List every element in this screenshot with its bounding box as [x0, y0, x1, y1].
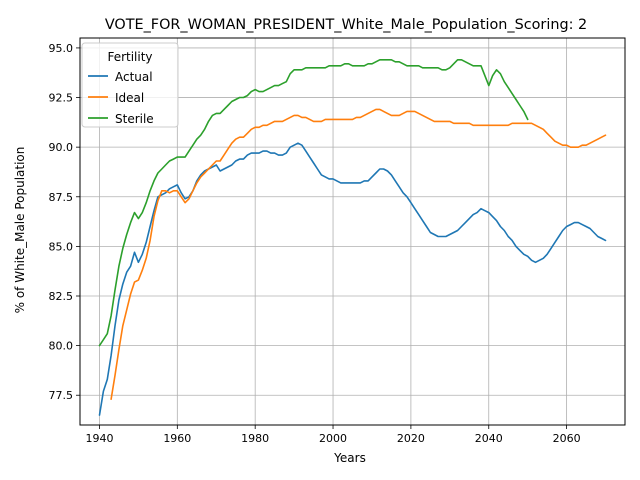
legend-label-ideal: Ideal	[115, 91, 144, 105]
x-tick-label: 2040	[475, 432, 503, 445]
plot-frame	[79, 37, 626, 426]
legend-box	[81, 42, 179, 128]
y-tick-label: 92.5	[49, 92, 74, 105]
legend-label-actual: Actual	[115, 70, 153, 84]
series-line-actual	[98, 142, 607, 416]
series-lines	[98, 59, 607, 416]
legend-title: Fertility	[107, 50, 152, 64]
y-tick-label: 80.0	[49, 340, 74, 353]
chart-title: VOTE_FOR_WOMAN_PRESIDENT_White_Male_Popu…	[105, 17, 587, 33]
y-axis-ticks: 77.5 80.0 82.5 85.0 87.5 90.0 92.5 95.0	[49, 42, 80, 402]
y-tick-label: 95.0	[49, 42, 74, 55]
legend: Fertility Actual Ideal Sterile	[81, 42, 179, 128]
x-tick-label: 1980	[241, 432, 269, 445]
legend-label-sterile: Sterile	[115, 112, 154, 126]
y-tick-label: 85.0	[49, 240, 74, 253]
grid	[80, 38, 625, 425]
y-tick-label: 77.5	[49, 389, 74, 402]
x-tick-label: 1960	[163, 432, 191, 445]
x-tick-label: 2000	[319, 432, 347, 445]
x-tick-label: 2060	[553, 432, 581, 445]
y-tick-label: 87.5	[49, 191, 74, 204]
x-axis-label: Years	[333, 451, 366, 465]
x-axis-ticks: 1940 1960 1980 2000 2020 2040 2060	[85, 425, 581, 445]
y-tick-label: 82.5	[49, 290, 74, 303]
x-tick-label: 2020	[397, 432, 425, 445]
y-tick-label: 90.0	[49, 141, 74, 154]
series-line-ideal	[110, 108, 607, 400]
y-axis-label: % of White_Male Population	[13, 147, 27, 314]
series-line-sterile	[98, 59, 529, 347]
x-tick-label: 1940	[85, 432, 113, 445]
